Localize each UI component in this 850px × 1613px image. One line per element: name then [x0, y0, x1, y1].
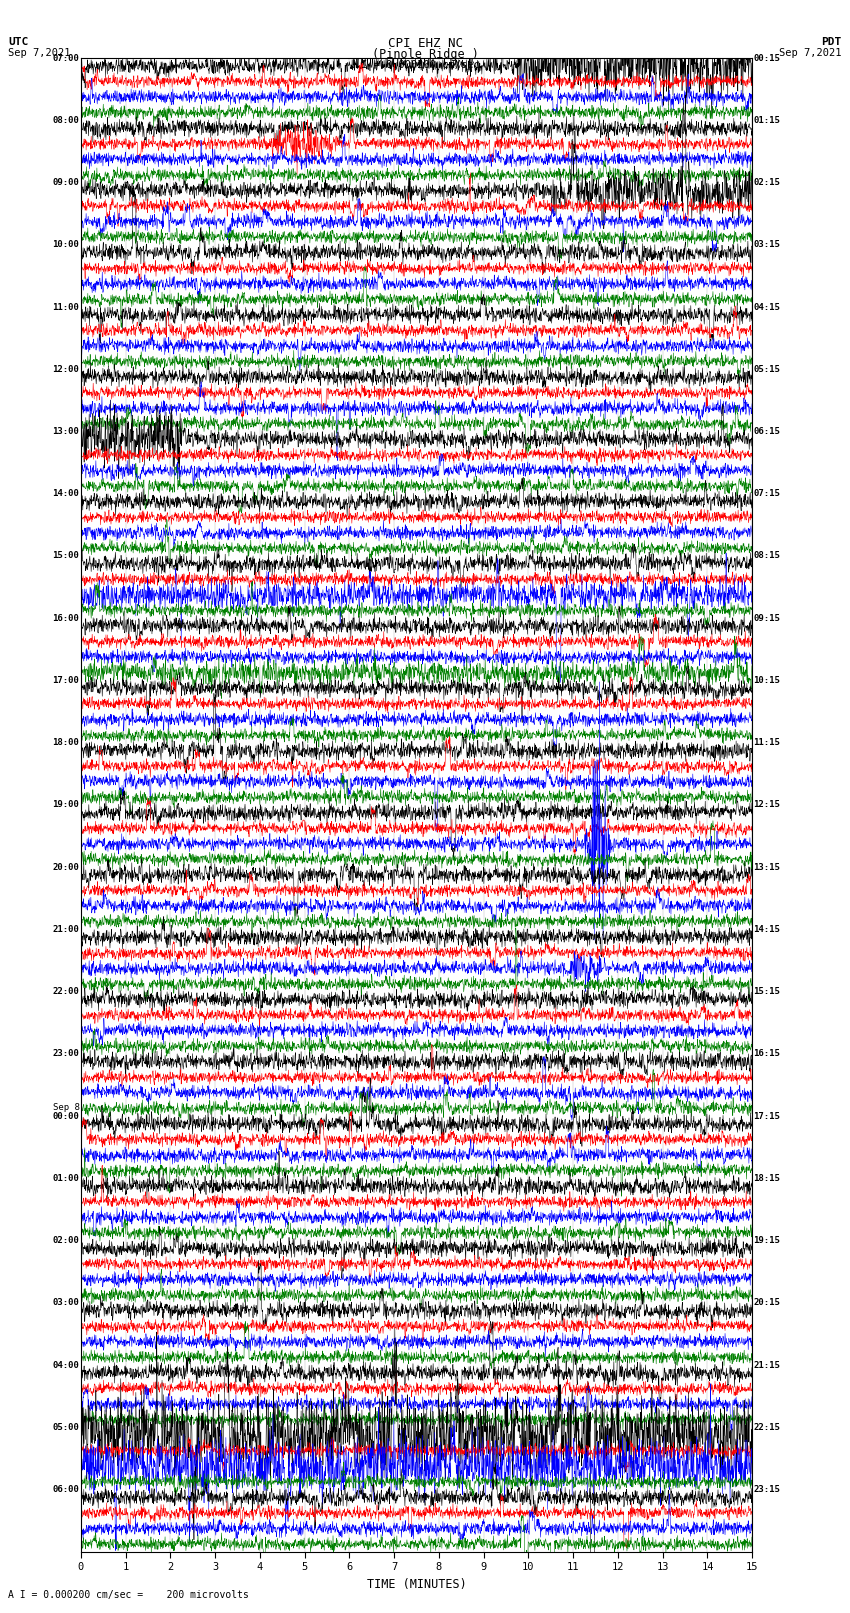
Text: 17:00: 17:00	[53, 676, 79, 686]
Text: 00:15: 00:15	[754, 53, 780, 63]
Text: UTC: UTC	[8, 37, 29, 47]
Text: 11:15: 11:15	[754, 739, 780, 747]
Text: 01:00: 01:00	[53, 1174, 79, 1182]
Text: PDT: PDT	[821, 37, 842, 47]
Text: 15:15: 15:15	[754, 987, 780, 997]
Text: CPI EHZ NC: CPI EHZ NC	[388, 37, 462, 50]
Text: 22:00: 22:00	[53, 987, 79, 997]
Text: 02:00: 02:00	[53, 1236, 79, 1245]
Text: 20:15: 20:15	[754, 1298, 780, 1307]
Text: 13:15: 13:15	[754, 863, 780, 871]
Text: 17:15: 17:15	[754, 1111, 780, 1121]
Text: 16:15: 16:15	[754, 1050, 780, 1058]
Text: 23:15: 23:15	[754, 1486, 780, 1494]
Text: 06:00: 06:00	[53, 1486, 79, 1494]
Text: Sep 8: Sep 8	[53, 1103, 79, 1111]
Text: 19:15: 19:15	[754, 1236, 780, 1245]
Text: 08:15: 08:15	[754, 552, 780, 560]
Text: 05:15: 05:15	[754, 365, 780, 374]
Text: 21:15: 21:15	[754, 1360, 780, 1369]
Text: 13:00: 13:00	[53, 427, 79, 436]
Text: Sep 7,2021: Sep 7,2021	[779, 48, 842, 58]
Text: 04:15: 04:15	[754, 303, 780, 311]
Text: 09:00: 09:00	[53, 177, 79, 187]
Text: 01:15: 01:15	[754, 116, 780, 124]
Text: I = 0.000200 cm/sec: I = 0.000200 cm/sec	[361, 60, 480, 69]
Text: 07:15: 07:15	[754, 489, 780, 498]
Text: 14:15: 14:15	[754, 924, 780, 934]
Text: 15:00: 15:00	[53, 552, 79, 560]
Text: 00:00: 00:00	[53, 1111, 79, 1121]
Text: 10:00: 10:00	[53, 240, 79, 250]
Text: 12:15: 12:15	[754, 800, 780, 810]
Text: 06:15: 06:15	[754, 427, 780, 436]
Text: 08:00: 08:00	[53, 116, 79, 124]
Text: 20:00: 20:00	[53, 863, 79, 871]
Text: Sep 7,2021: Sep 7,2021	[8, 48, 71, 58]
Text: 07:00: 07:00	[53, 53, 79, 63]
Text: 19:00: 19:00	[53, 800, 79, 810]
Text: 14:00: 14:00	[53, 489, 79, 498]
Text: 21:00: 21:00	[53, 924, 79, 934]
Text: 12:00: 12:00	[53, 365, 79, 374]
Text: 02:15: 02:15	[754, 177, 780, 187]
Text: (Pinole Ridge ): (Pinole Ridge )	[371, 48, 479, 61]
Text: 03:00: 03:00	[53, 1298, 79, 1307]
Text: 05:00: 05:00	[53, 1423, 79, 1432]
X-axis label: TIME (MINUTES): TIME (MINUTES)	[366, 1578, 467, 1590]
Text: 03:15: 03:15	[754, 240, 780, 250]
Text: A I = 0.000200 cm/sec =    200 microvolts: A I = 0.000200 cm/sec = 200 microvolts	[8, 1590, 249, 1600]
Text: 16:00: 16:00	[53, 613, 79, 623]
Text: 23:00: 23:00	[53, 1050, 79, 1058]
Text: 10:15: 10:15	[754, 676, 780, 686]
Text: 22:15: 22:15	[754, 1423, 780, 1432]
Text: 09:15: 09:15	[754, 613, 780, 623]
Text: 18:00: 18:00	[53, 739, 79, 747]
Text: 11:00: 11:00	[53, 303, 79, 311]
Text: 18:15: 18:15	[754, 1174, 780, 1182]
Text: 04:00: 04:00	[53, 1360, 79, 1369]
